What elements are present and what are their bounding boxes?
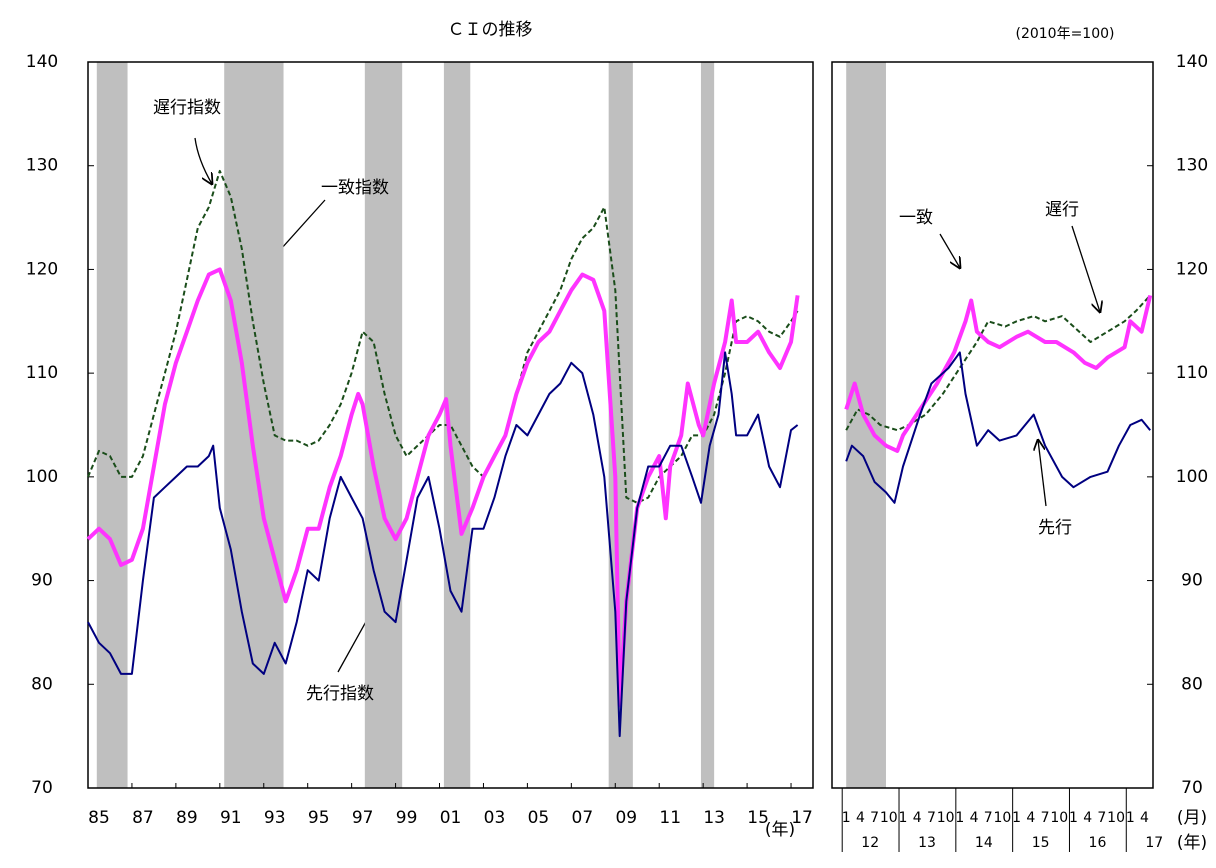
y-tick-label: 80 [1181, 674, 1203, 694]
x-tick-label: 97 [352, 808, 374, 828]
x-tick-label: 10 [1107, 810, 1125, 826]
x-tick-label: 1 [1126, 810, 1135, 826]
x-tick-label: 4 [1026, 810, 1035, 826]
unit-note: (2010年=100) [1015, 26, 1114, 42]
x-tick-label: 15 [747, 808, 769, 828]
annotation: 遅行指数 [153, 98, 221, 118]
x-tick-label: 09 [615, 808, 637, 828]
y-tick-label: 90 [31, 571, 53, 591]
series-line [845, 351, 1151, 504]
y-tick-label: 130 [26, 156, 58, 176]
x-tick-label: 03 [484, 808, 506, 828]
x-tick-label: 1 [842, 810, 851, 826]
annotation: 先行 [1038, 518, 1072, 538]
year-tick-label: 12 [861, 835, 879, 851]
annotation: 先行指数 [306, 684, 374, 704]
x-tick-label: 95 [308, 808, 330, 828]
annotation: 一致 [899, 208, 933, 228]
plot-frame [831, 61, 1154, 789]
x-tick-label: 89 [176, 808, 198, 828]
y-tick-label: 100 [1176, 467, 1208, 487]
x-axis-label: (月) [1177, 808, 1207, 828]
y-tick-label: 120 [26, 259, 58, 279]
x-tick-label: 13 [703, 808, 725, 828]
x-axis-label: (年) [765, 820, 795, 840]
chart-title: ＣＩの推移 [448, 20, 533, 40]
x-tick-label: 05 [528, 808, 550, 828]
x-tick-label: 93 [264, 808, 286, 828]
x-tick-label: 99 [396, 808, 418, 828]
x-tick-label: 85 [88, 808, 110, 828]
x-tick-label: 7 [1097, 810, 1106, 826]
y-tick-label: 110 [26, 363, 58, 383]
year-tick-label: 17 [1145, 835, 1163, 851]
recession-band [224, 62, 284, 788]
x-tick-label: 17 [791, 808, 813, 828]
recession-band [364, 62, 403, 788]
series-line [87, 169, 799, 504]
y-tick-label: 70 [31, 778, 53, 798]
x-tick-label: 07 [572, 808, 594, 828]
x-tick-label: 1 [899, 810, 908, 826]
year-tick-label: 14 [975, 835, 993, 851]
x-tick-label: 11 [659, 808, 681, 828]
series-line [87, 351, 799, 738]
x-tick-label: 7 [870, 810, 879, 826]
x-tick-label: 1 [1012, 810, 1021, 826]
x-tick-label: 10 [1050, 810, 1068, 826]
x-tick-label: 4 [913, 810, 922, 826]
year-tick-label: 15 [1032, 835, 1050, 851]
x-tick-label: 7 [927, 810, 936, 826]
y-tick-label: 70 [1181, 778, 1203, 798]
plot-frame [87, 61, 814, 789]
x-tick-label: 7 [984, 810, 993, 826]
y-tick-label: 110 [1176, 363, 1208, 383]
year-tick-label: 13 [918, 835, 936, 851]
y-tick-label: 130 [1176, 156, 1208, 176]
year-axis-label: (年) [1177, 833, 1207, 853]
x-tick-label: 4 [856, 810, 865, 826]
x-tick-label: 10 [880, 810, 898, 826]
annotation: 遅行 [1045, 200, 1079, 220]
y-tick-label: 90 [1181, 571, 1203, 591]
y-tick-label: 80 [31, 674, 53, 694]
recession-band [700, 62, 715, 788]
series-line [844, 294, 1153, 453]
recession-band [96, 62, 128, 788]
year-tick-label: 16 [1089, 835, 1107, 851]
x-tick-label: 4 [970, 810, 979, 826]
arrow [1038, 440, 1047, 507]
x-tick-label: 4 [1140, 810, 1149, 826]
y-tick-label: 120 [1176, 259, 1208, 279]
arrow [939, 233, 960, 268]
series-line [86, 267, 800, 707]
x-tick-label: 1 [955, 810, 964, 826]
x-tick-label: 4 [1083, 810, 1092, 826]
x-tick-label: 1 [1069, 810, 1078, 826]
x-tick-label: 10 [937, 810, 955, 826]
annotation: 一致指数 [321, 178, 389, 198]
x-tick-label: 01 [440, 808, 462, 828]
arrows [194, 137, 1100, 673]
arrow [194, 137, 212, 184]
y-tick-label: 140 [26, 52, 58, 72]
x-tick-label: 7 [1041, 810, 1050, 826]
y-tick-label: 140 [1176, 52, 1208, 72]
x-tick-label: 91 [220, 808, 242, 828]
x-tick-label: 87 [132, 808, 154, 828]
x-tick-label: 10 [994, 810, 1012, 826]
series-line [845, 294, 1151, 432]
y-tick-label: 100 [26, 467, 58, 487]
arrow [1071, 225, 1100, 312]
